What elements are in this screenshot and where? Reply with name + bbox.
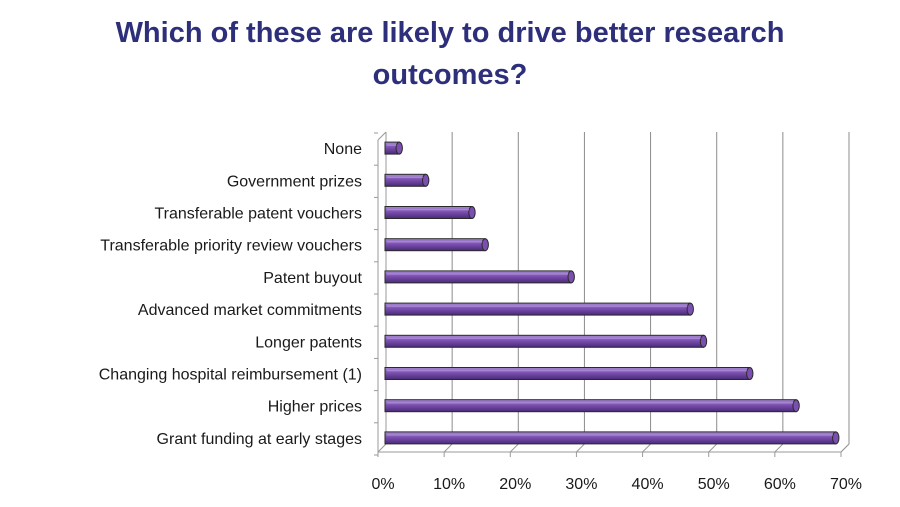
bar-body bbox=[384, 302, 691, 316]
category-label: Higher prices bbox=[268, 399, 362, 416]
bar bbox=[384, 270, 575, 284]
x-tick-labels: 0% 10% 20% 30% 40% 50% 60% 70% bbox=[371, 476, 862, 493]
bar-end-cap bbox=[421, 173, 430, 187]
floor-tick bbox=[840, 443, 850, 453]
bar-body bbox=[384, 206, 473, 219]
bar bbox=[384, 399, 800, 413]
gridlines bbox=[377, 132, 850, 457]
category-label: Longer patents bbox=[255, 334, 362, 351]
bar-end-cap bbox=[468, 206, 476, 219]
bar-end-cap bbox=[746, 367, 754, 380]
bar bbox=[384, 431, 840, 445]
bar bbox=[384, 206, 476, 219]
x-tick-label: 70% bbox=[830, 476, 862, 493]
category-label: Patent buyout bbox=[263, 270, 362, 287]
x-tick-label: 50% bbox=[698, 476, 730, 493]
bar-end-cap bbox=[699, 334, 708, 348]
x-tick-label: 20% bbox=[499, 476, 531, 493]
category-labels: None Government prizes Transferable patent… bbox=[99, 141, 363, 448]
category-label: Advanced market commitments bbox=[138, 302, 362, 319]
bar-body bbox=[384, 367, 751, 380]
bar bbox=[384, 141, 403, 155]
bar bbox=[384, 334, 708, 348]
frame-top-edge bbox=[377, 131, 387, 141]
category-label: None bbox=[324, 141, 362, 158]
floor-tick bbox=[642, 443, 651, 453]
bar-body bbox=[384, 431, 837, 445]
chart-title-line-1: Which of these are likely to drive bette… bbox=[115, 17, 785, 49]
x-tick-label: 60% bbox=[764, 476, 796, 493]
category-label: Transferable patent vouchers bbox=[154, 206, 362, 223]
bar-end-cap bbox=[481, 238, 489, 252]
bars bbox=[384, 141, 840, 445]
bar bbox=[384, 173, 430, 187]
x-tick-label: 40% bbox=[632, 476, 664, 493]
chart-title-line-2: outcomes? bbox=[372, 59, 528, 91]
floor-tick bbox=[509, 443, 519, 453]
category-label: Government prizes bbox=[227, 173, 362, 190]
x-tick-label: 10% bbox=[433, 476, 465, 493]
category-label: Changing hospital reimbursement (1) bbox=[99, 367, 362, 384]
bar-body bbox=[384, 173, 427, 187]
x-tick-label: 30% bbox=[565, 476, 597, 493]
bar-body bbox=[384, 399, 797, 413]
bar-end-cap bbox=[832, 431, 840, 445]
floor-tick bbox=[774, 443, 784, 453]
bar bbox=[384, 302, 694, 316]
bar-body bbox=[384, 270, 572, 284]
bar-end-cap bbox=[395, 141, 403, 155]
floor-tick bbox=[377, 443, 387, 453]
category-label: Grant funding at early stages bbox=[157, 431, 362, 448]
bar bbox=[384, 367, 754, 380]
bar-body bbox=[384, 334, 704, 348]
chart-title: Which of these are likely to drive bette… bbox=[0, 12, 900, 96]
bar bbox=[384, 238, 489, 252]
x-tick-label: 0% bbox=[371, 476, 394, 493]
floor-tick bbox=[708, 443, 718, 453]
bar-end-cap bbox=[792, 399, 800, 413]
category-label: Transferable priority review vouchers bbox=[100, 238, 362, 255]
bar-end-cap bbox=[686, 302, 694, 316]
bar-body bbox=[384, 238, 486, 252]
floor-tick bbox=[576, 443, 585, 453]
floor-tick bbox=[443, 443, 453, 453]
bar-end-cap bbox=[567, 270, 575, 284]
